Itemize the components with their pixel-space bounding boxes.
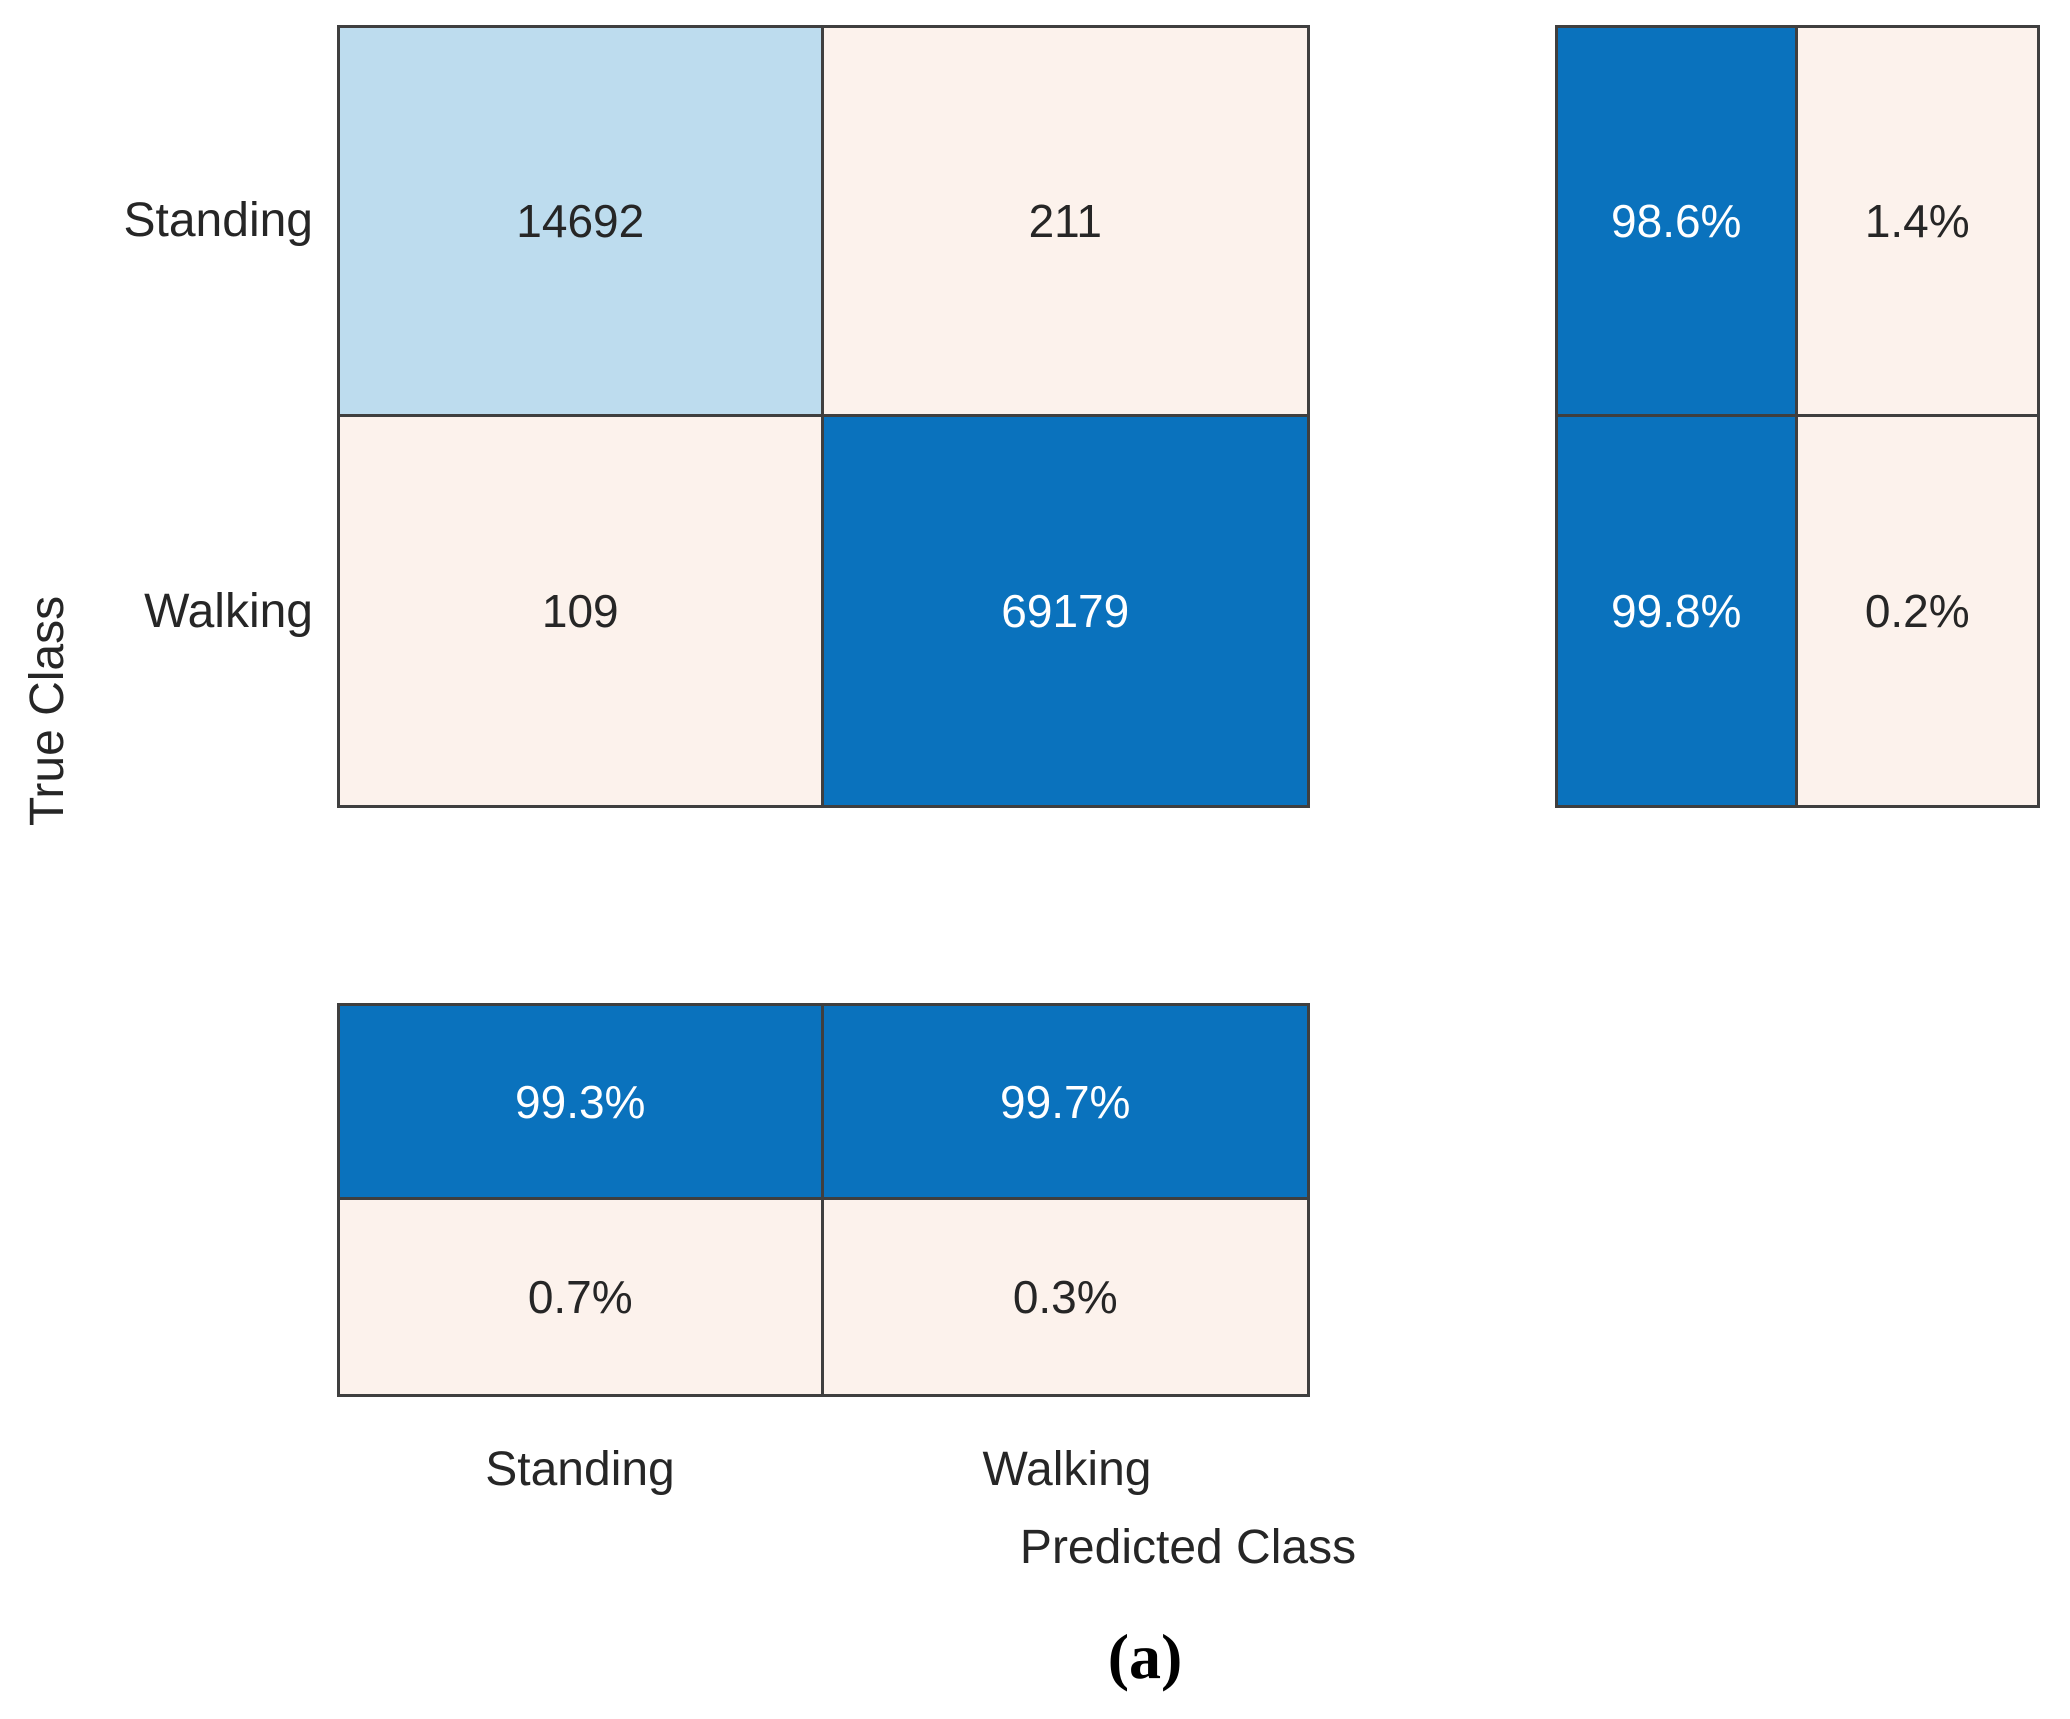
col-summary-standing-correct: 99.3% bbox=[340, 1006, 824, 1200]
column-summary-panel: 99.3% 99.7% 0.7% 0.3% bbox=[337, 1003, 1310, 1397]
count-cell-standing-walking: 211 bbox=[823, 28, 1307, 417]
col-summary-walking-correct: 99.7% bbox=[823, 1006, 1307, 1200]
row-tick-standing: Standing bbox=[123, 194, 314, 247]
row-tick-walking: Walking bbox=[144, 585, 313, 638]
col-summary-standing-incorrect: 0.7% bbox=[340, 1200, 824, 1394]
row-summary-walking-incorrect: 0.2% bbox=[1797, 416, 2037, 805]
row-summary-standing-incorrect: 1.4% bbox=[1797, 28, 2037, 417]
row-summary-panel: 98.6% 1.4% 99.8% 0.2% bbox=[1555, 25, 2040, 808]
y-axis-title: True Class bbox=[21, 595, 74, 827]
col-tick-walking: Walking bbox=[982, 1443, 1152, 1496]
x-axis-title: Predicted Class bbox=[1019, 1521, 1357, 1574]
row-summary-standing-correct: 98.6% bbox=[1558, 28, 1798, 417]
confusion-matrix-counts-panel: 14692 211 109 69179 bbox=[337, 25, 1310, 808]
count-cell-walking-standing: 109 bbox=[340, 416, 824, 805]
col-summary-walking-incorrect: 0.3% bbox=[823, 1200, 1307, 1394]
subfigure-caption: (a) bbox=[1107, 1621, 1183, 1692]
col-tick-standing: Standing bbox=[485, 1443, 675, 1496]
count-cell-walking-walking: 69179 bbox=[823, 416, 1307, 805]
row-summary-walking-correct: 99.8% bbox=[1558, 416, 1798, 805]
count-cell-standing-standing: 14692 bbox=[340, 28, 824, 417]
